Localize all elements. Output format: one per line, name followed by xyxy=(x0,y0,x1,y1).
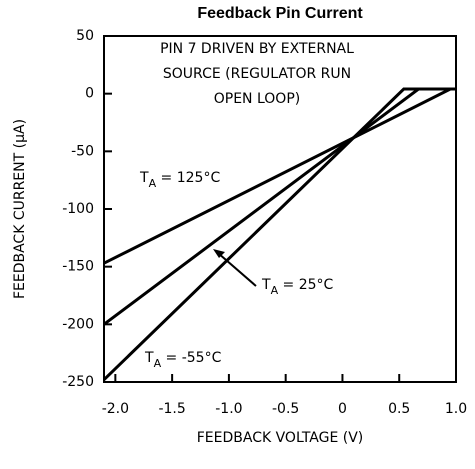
y-tick-label: -250 xyxy=(62,374,94,390)
annotation: OPEN LOOP) xyxy=(214,91,300,107)
x-tick-label: 0.5 xyxy=(388,401,410,417)
series-line xyxy=(102,87,456,381)
series-label-t: T xyxy=(144,350,154,366)
series-label-sub: A xyxy=(154,357,162,370)
x-tick-label: -0.5 xyxy=(272,401,299,417)
series-label-rest: = -55°C xyxy=(161,350,221,366)
y-tick-label: -150 xyxy=(62,259,94,275)
y-tick-label: -200 xyxy=(62,316,94,332)
series-label-t: T xyxy=(261,277,271,293)
arrow xyxy=(217,252,257,287)
x-tick-label: -2.0 xyxy=(102,401,129,417)
y-tick-label: -50 xyxy=(71,143,94,159)
series-label-sub: A xyxy=(271,284,279,297)
y-axis-label: FEEDBACK CURRENT (µA) xyxy=(12,119,28,299)
series-label-rest: = 25°C xyxy=(278,277,333,293)
series-label: TA = -55°C xyxy=(144,350,222,370)
x-tick-label: -1.0 xyxy=(215,401,242,417)
arrow-head xyxy=(213,249,225,258)
y-tick-label: 50 xyxy=(76,28,94,44)
series-label: TA = 25°C xyxy=(261,277,334,297)
chart-title: Feedback Pin Current xyxy=(197,5,363,22)
y-tick-label: 0 xyxy=(85,86,94,102)
series-label-sub: A xyxy=(149,177,157,190)
x-axis-label: FEEDBACK VOLTAGE (V) xyxy=(197,430,364,446)
x-tick-label: 1.0 xyxy=(445,401,467,417)
series-label-t: T xyxy=(139,170,149,186)
x-tick-label: -1.5 xyxy=(158,401,185,417)
y-tick-label: -100 xyxy=(62,201,94,217)
x-tick-label: 0 xyxy=(338,401,347,417)
annotation: SOURCE (REGULATOR RUN xyxy=(163,66,351,82)
series-label-rest: = 125°C xyxy=(156,170,220,186)
series-label: TA = 125°C xyxy=(139,170,220,190)
annotation: PIN 7 DRIVEN BY EXTERNAL xyxy=(160,41,354,57)
